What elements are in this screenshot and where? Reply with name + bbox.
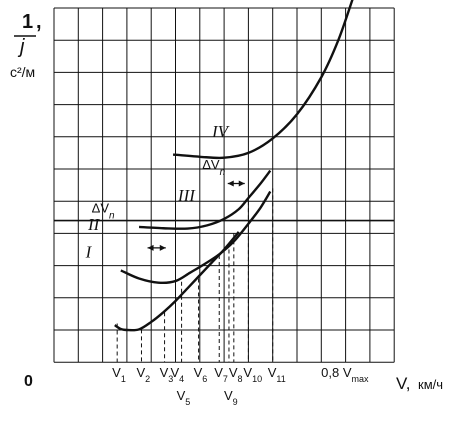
drop-lines xyxy=(116,188,274,363)
x-tick-subscript: 11 xyxy=(276,374,285,384)
curve-III xyxy=(138,169,272,230)
y-axis-comma: , xyxy=(36,11,42,33)
x-tick-subscript: 1 xyxy=(121,374,126,384)
x-tick-label-vmax: 0,8 Vmax xyxy=(321,365,369,384)
delta-v-subscript: n xyxy=(109,210,115,221)
delta-v-subscript: n xyxy=(220,167,226,178)
x-tick-subscript: 2 xyxy=(145,374,150,384)
grid xyxy=(53,7,395,363)
x-tick-label-V5: V5 xyxy=(177,388,191,407)
y-axis-denominator: j xyxy=(17,36,25,58)
delta-arrow-head xyxy=(159,244,166,251)
y-axis-unit: с²/м xyxy=(10,64,35,80)
x-tick-label-V1: V1 xyxy=(112,365,126,384)
x-axis-label: V, км/ч xyxy=(396,374,443,393)
curves xyxy=(114,0,354,332)
x-tick-subscript: 5 xyxy=(185,397,190,407)
x-tick-subscript: 7 xyxy=(223,374,228,384)
curve-II xyxy=(120,190,272,285)
x-axis-unit: км/ч xyxy=(418,377,443,392)
x-tick-subscript: 10 xyxy=(252,374,262,384)
curve-label-III: III xyxy=(177,186,196,205)
x-tick-subscript: 3 xyxy=(168,374,173,384)
delta-arrow-head xyxy=(147,244,154,251)
delta-arrow-head xyxy=(238,180,245,187)
x-tick-label-V8: V8 xyxy=(229,365,243,384)
curve-label-I: I xyxy=(85,243,93,262)
delta-arrow-head xyxy=(227,180,234,187)
x-tick-label-V9: V9 xyxy=(224,388,238,407)
x-tick-label-V2: V2 xyxy=(136,365,150,384)
delta-v-label: ΔVn xyxy=(202,157,225,178)
x-tick-label-V10: V10 xyxy=(243,365,262,384)
x-tick-subscript: 6 xyxy=(202,374,207,384)
x-tick-label-V7: V7 xyxy=(214,365,228,384)
delta-arrows xyxy=(147,180,245,251)
origin-label: 0 xyxy=(24,373,33,390)
vmax-subscript: max xyxy=(352,374,370,384)
x-tick-subscript: 9 xyxy=(233,397,238,407)
x-axis-variable: V, xyxy=(396,374,411,393)
x-tick-label-V6: V6 xyxy=(194,365,208,384)
x-tick-label-V11: V11 xyxy=(268,365,286,384)
y-axis-numerator: 1 xyxy=(22,11,33,33)
x-tick-subscript: 4 xyxy=(179,374,184,384)
curve-IV xyxy=(172,0,354,160)
curve-label-IV: IV xyxy=(211,122,231,141)
curve-label-II: II xyxy=(87,215,101,234)
x-tick-subscript: 8 xyxy=(237,374,242,384)
y-axis-label: 1 , j с²/м xyxy=(10,11,42,80)
